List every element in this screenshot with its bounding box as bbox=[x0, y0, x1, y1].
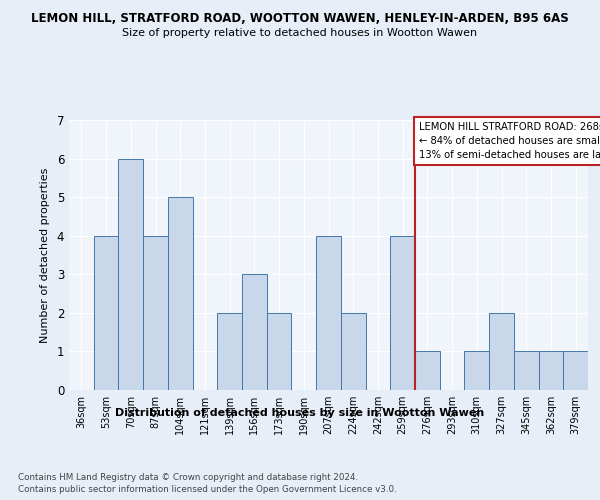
Text: Contains public sector information licensed under the Open Government Licence v3: Contains public sector information licen… bbox=[18, 485, 397, 494]
Text: LEMON HILL, STRATFORD ROAD, WOOTTON WAWEN, HENLEY-IN-ARDEN, B95 6AS: LEMON HILL, STRATFORD ROAD, WOOTTON WAWE… bbox=[31, 12, 569, 26]
Bar bbox=[267, 313, 292, 390]
Text: LEMON HILL STRATFORD ROAD: 268sqm
← 84% of detached houses are smaller (38)
13% : LEMON HILL STRATFORD ROAD: 268sqm ← 84% … bbox=[419, 122, 600, 160]
Y-axis label: Number of detached properties: Number of detached properties bbox=[40, 168, 50, 342]
Bar bbox=[539, 352, 563, 390]
Bar bbox=[316, 236, 341, 390]
Bar bbox=[489, 313, 514, 390]
Bar bbox=[563, 352, 588, 390]
Bar bbox=[390, 236, 415, 390]
Bar bbox=[143, 236, 168, 390]
Text: Distribution of detached houses by size in Wootton Wawen: Distribution of detached houses by size … bbox=[115, 408, 485, 418]
Bar bbox=[341, 313, 365, 390]
Bar bbox=[118, 158, 143, 390]
Bar bbox=[217, 313, 242, 390]
Bar bbox=[242, 274, 267, 390]
Text: Contains HM Land Registry data © Crown copyright and database right 2024.: Contains HM Land Registry data © Crown c… bbox=[18, 472, 358, 482]
Text: Size of property relative to detached houses in Wootton Wawen: Size of property relative to detached ho… bbox=[122, 28, 478, 38]
Bar bbox=[514, 352, 539, 390]
Bar bbox=[464, 352, 489, 390]
Bar bbox=[168, 197, 193, 390]
Bar bbox=[94, 236, 118, 390]
Bar bbox=[415, 352, 440, 390]
